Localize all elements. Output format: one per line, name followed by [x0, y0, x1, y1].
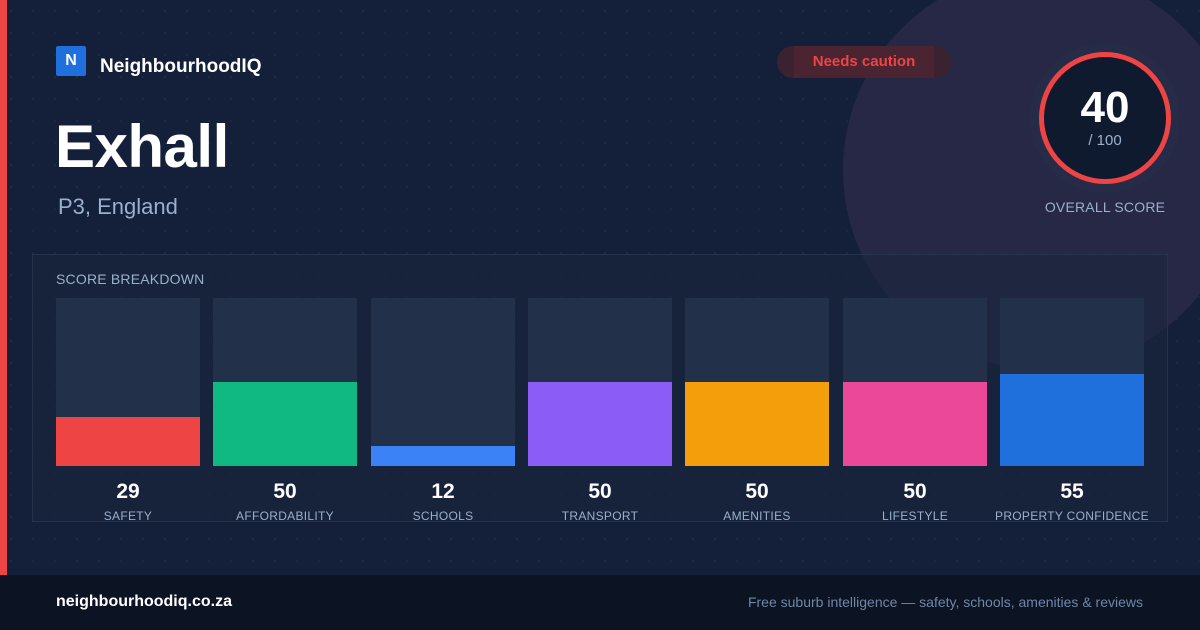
page-title: Exhall — [55, 113, 229, 180]
score-bar-track — [371, 298, 515, 466]
score-bar-label: PROPERTY CONFIDENCE — [995, 509, 1149, 523]
score-bar-label: AFFORDABILITY — [236, 509, 334, 523]
score-bar-track — [685, 298, 829, 466]
score-bar-label: AMENITIES — [723, 509, 791, 523]
score-bar-fill — [843, 382, 987, 466]
score-bar-transport: 50 TRANSPORT — [528, 298, 672, 524]
score-bar-label: SAFETY — [103, 509, 153, 523]
brand[interactable]: N NeighbourhoodIQ — [56, 46, 262, 77]
status-badge-highlight — [794, 46, 934, 78]
score-bar-track — [843, 298, 987, 466]
status-badge: Needs caution — [777, 46, 951, 78]
score-bar-fill — [528, 382, 672, 466]
score-bar-lifestyle: 50 LIFESTYLE — [843, 298, 987, 524]
score-bar-label: SCHOOLS — [412, 509, 474, 523]
footer-url-link[interactable]: neighbourhoodiq.co.za — [56, 593, 232, 610]
overall-score-value: 40 — [1080, 83, 1130, 132]
score-bar-safety: 29 SAFETY — [56, 298, 200, 524]
score-bar-value: 50 — [903, 480, 927, 503]
score-bar-affordability: 50 AFFORDABILITY — [213, 298, 357, 524]
brand-logo-icon: N — [56, 46, 86, 76]
score-bar-value: 29 — [116, 480, 140, 503]
footer-tagline: Free suburb intelligence — safety, schoo… — [747, 594, 1143, 610]
overall-score-ring — [1039, 52, 1171, 184]
score-bar-fill — [685, 382, 829, 466]
status-accent-bar — [0, 0, 7, 575]
score-bar-value: 55 — [1060, 480, 1084, 503]
score-bar-fill — [213, 382, 357, 466]
score-bar-value: 50 — [588, 480, 612, 503]
location-subtitle: P3, England — [58, 194, 178, 219]
score-bar-fill — [1000, 374, 1144, 466]
score-bar-property-confidence: 55 PROPERTY CONFIDENCE — [995, 298, 1149, 524]
score-bar-label: TRANSPORT — [561, 509, 639, 523]
score-bar-value: 50 — [273, 480, 297, 503]
footer: neighbourhoodiq.co.za Free suburb intell… — [0, 575, 1200, 630]
score-bar-fill — [56, 417, 200, 466]
score-bar-track — [213, 298, 357, 466]
score-bar-track — [528, 298, 672, 466]
score-bar-value: 12 — [431, 480, 455, 503]
score-breakdown-title: SCORE BREAKDOWN — [56, 271, 205, 287]
status-badge-label: Needs caution — [812, 53, 916, 70]
score-bar-schools: 12 SCHOOLS — [371, 298, 515, 524]
score-bar-track — [56, 298, 200, 466]
score-bar-label: LIFESTYLE — [881, 509, 949, 523]
score-bar-track — [1000, 298, 1144, 466]
score-bar-fill — [371, 446, 515, 466]
score-bar-amenities: 50 AMENITIES — [685, 298, 829, 524]
score-bar-value: 50 — [745, 480, 769, 503]
brand-name: NeighbourhoodIQ — [100, 56, 262, 77]
overall-score-caption: OVERALL SCORE — [1044, 199, 1166, 215]
overall-score-max: / 100 — [1088, 132, 1122, 149]
